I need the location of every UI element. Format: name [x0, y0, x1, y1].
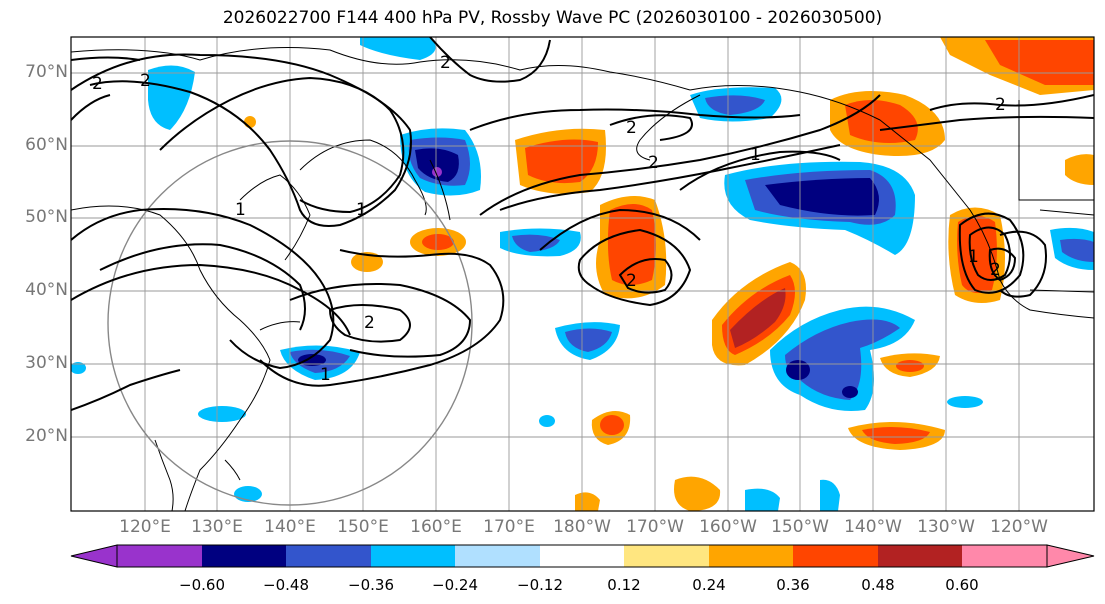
- contour-label: 2: [648, 153, 659, 173]
- contour-label: 1: [968, 247, 979, 267]
- lon-label: 150°E: [337, 517, 389, 537]
- lon-label: 140°W: [844, 517, 902, 537]
- lat-label: 20°N: [25, 426, 68, 446]
- colorbar-tick: −0.48: [263, 576, 309, 594]
- lon-label: 120°W: [990, 517, 1048, 537]
- lon-label: 160°E: [410, 517, 462, 537]
- lon-label: 150°W: [771, 517, 829, 537]
- lon-label: 130°E: [191, 517, 243, 537]
- influence-circle: [107, 140, 473, 506]
- map-title: 2026022700 F144 400 hPa PV, Rossby Wave …: [222, 8, 883, 28]
- colorbar-tick: 0.24: [692, 576, 726, 594]
- map-panel: [71, 37, 1094, 511]
- graticule: [71, 37, 1094, 511]
- contour-label: 2: [995, 95, 1006, 115]
- lat-label: 40°N: [25, 280, 68, 300]
- lon-label: 180°W: [553, 517, 611, 537]
- lon-label: 170°E: [483, 517, 535, 537]
- contour-labels: 2 2 2 2 2 2 1 1 1 1 2 2 2 1: [92, 53, 1006, 385]
- lat-label: 50°N: [25, 207, 68, 227]
- pv-contours: [71, 37, 1094, 411]
- lon-label: 120°E: [119, 517, 171, 537]
- lon-label: 170°W: [626, 517, 684, 537]
- colorbar-tick: 0.12: [607, 576, 641, 594]
- contour-label: 2: [626, 118, 637, 138]
- contour-label: 2: [92, 74, 103, 94]
- contour-label: 2: [440, 53, 451, 73]
- colorbar-tick: 0.48: [861, 576, 895, 594]
- colorbar-tick: −0.24: [432, 576, 478, 594]
- anomaly-patches: [71, 37, 1094, 511]
- map-frame: [70, 36, 1095, 512]
- contour-label: 2: [626, 271, 637, 291]
- contour-label: 1: [356, 200, 367, 220]
- colorbar-tick: −0.12: [517, 576, 563, 594]
- lat-label: 60°N: [25, 135, 68, 155]
- colorbar-tick: 0.60: [945, 576, 979, 594]
- contour-label: 1: [750, 145, 761, 165]
- lon-label: 160°W: [699, 517, 757, 537]
- colorbar: [70, 544, 1095, 568]
- contour-label: 2: [364, 313, 375, 333]
- coastlines: [71, 47, 1094, 511]
- colorbar-tick: −0.36: [348, 576, 394, 594]
- lat-label: 70°N: [25, 62, 68, 82]
- colorbar-tick: 0.36: [776, 576, 810, 594]
- colorbar-tick: −0.60: [179, 576, 225, 594]
- contour-label: 2: [140, 71, 151, 91]
- lon-label: 140°E: [264, 517, 316, 537]
- contour-label: 1: [235, 200, 246, 220]
- contour-label: 1: [320, 365, 331, 385]
- lon-label: 130°W: [917, 517, 975, 537]
- lat-label: 30°N: [25, 353, 68, 373]
- contour-label: 2: [990, 260, 1001, 280]
